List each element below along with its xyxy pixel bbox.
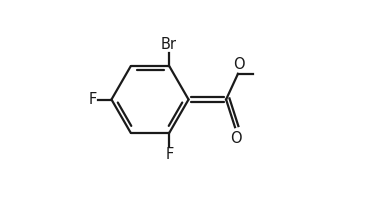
Text: F: F (89, 92, 97, 107)
Text: F: F (165, 147, 173, 162)
Text: O: O (230, 131, 242, 146)
Text: O: O (233, 57, 245, 72)
Text: Br: Br (160, 37, 176, 52)
